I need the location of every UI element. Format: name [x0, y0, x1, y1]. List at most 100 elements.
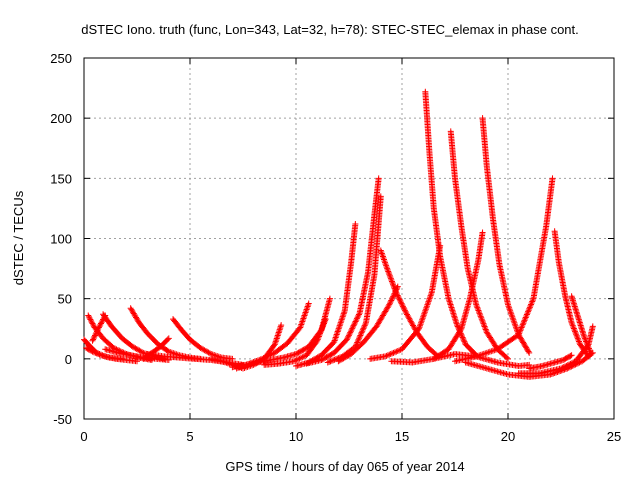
- data-point: [459, 334, 466, 341]
- data-point: [482, 324, 489, 331]
- data-point: [388, 278, 395, 285]
- data-point: [333, 331, 340, 338]
- data-point: [338, 316, 345, 323]
- data-point: [382, 353, 389, 360]
- data-point: [506, 306, 513, 313]
- data-series: [526, 352, 575, 372]
- data-point: [92, 332, 99, 339]
- data-point: [387, 298, 394, 305]
- data-point: [341, 354, 348, 361]
- data-point: [393, 291, 400, 298]
- data-point: [355, 311, 362, 318]
- data-point: [391, 285, 398, 292]
- data-point: [527, 302, 534, 309]
- data-point: [390, 293, 397, 300]
- data-point: [353, 315, 360, 322]
- data-point: [454, 323, 461, 330]
- data-point: [473, 301, 480, 308]
- data-point: [98, 319, 105, 326]
- data-point: [389, 279, 396, 286]
- data-point: [345, 332, 352, 339]
- data-point: [350, 322, 357, 329]
- data-point: [303, 345, 310, 352]
- data-points: [81, 88, 596, 380]
- data-point: [356, 333, 363, 340]
- data-point: [268, 351, 275, 358]
- data-point: [477, 311, 484, 318]
- data-point: [394, 348, 401, 355]
- data-point: [571, 328, 578, 335]
- data-point: [299, 318, 306, 325]
- data-point: [93, 328, 100, 335]
- data-point: [87, 316, 94, 323]
- data-point: [334, 330, 341, 337]
- data-point: [400, 304, 407, 311]
- data-point: [95, 351, 102, 358]
- data-point: [478, 316, 485, 323]
- data-point: [332, 334, 339, 341]
- data-point: [324, 359, 331, 366]
- data-point: [394, 283, 401, 290]
- data-point: [315, 333, 322, 340]
- data-point: [328, 351, 335, 358]
- data-point: [512, 322, 519, 329]
- data-point: [397, 297, 404, 304]
- data-point: [483, 349, 490, 356]
- data-point: [523, 311, 530, 318]
- data-point: [97, 320, 104, 327]
- data-point: [328, 357, 335, 364]
- data-point: [302, 311, 309, 318]
- data-point: [348, 326, 355, 333]
- data-point: [401, 307, 408, 314]
- data-point: [566, 361, 573, 368]
- data-point: [564, 362, 571, 369]
- data-point: [384, 352, 391, 359]
- data-point: [327, 351, 334, 358]
- data-point: [300, 353, 307, 360]
- data-point: [354, 314, 361, 321]
- x-tick-label: 15: [395, 429, 409, 444]
- data-point: [489, 347, 496, 354]
- data-point: [511, 321, 518, 328]
- data-point: [475, 307, 482, 314]
- data-point: [341, 309, 348, 316]
- data-point: [330, 357, 337, 364]
- data-point: [395, 295, 402, 302]
- data-point: [567, 352, 574, 359]
- data-point: [304, 304, 311, 311]
- data-point: [474, 304, 481, 311]
- data-point: [319, 324, 326, 331]
- data-point: [479, 229, 486, 236]
- data-point: [516, 328, 523, 335]
- data-point: [480, 320, 487, 327]
- data-point: [382, 259, 389, 266]
- data-point: [353, 317, 360, 324]
- data-point: [428, 291, 435, 298]
- data-series: [447, 128, 511, 362]
- data-point: [393, 289, 400, 296]
- data-point: [568, 352, 575, 359]
- data-point: [333, 333, 340, 340]
- data-point: [304, 303, 311, 310]
- data-point: [392, 288, 399, 295]
- data-point: [318, 326, 325, 333]
- data-series: [303, 175, 382, 367]
- data-point: [385, 303, 392, 310]
- data-point: [402, 308, 409, 315]
- data-point: [589, 349, 596, 356]
- data-point: [302, 309, 309, 316]
- data-point: [206, 350, 213, 357]
- x-tick-label: 0: [80, 429, 87, 444]
- data-point: [346, 331, 353, 338]
- data-point: [454, 322, 461, 329]
- data-point: [517, 325, 524, 332]
- data-point: [89, 320, 96, 327]
- data-point: [337, 319, 344, 326]
- data-point: [95, 325, 102, 332]
- data-point: [393, 348, 400, 355]
- data-point: [483, 327, 490, 334]
- data-point: [355, 336, 362, 343]
- data-point: [422, 306, 429, 313]
- data-point: [340, 310, 347, 317]
- data-point: [317, 329, 324, 336]
